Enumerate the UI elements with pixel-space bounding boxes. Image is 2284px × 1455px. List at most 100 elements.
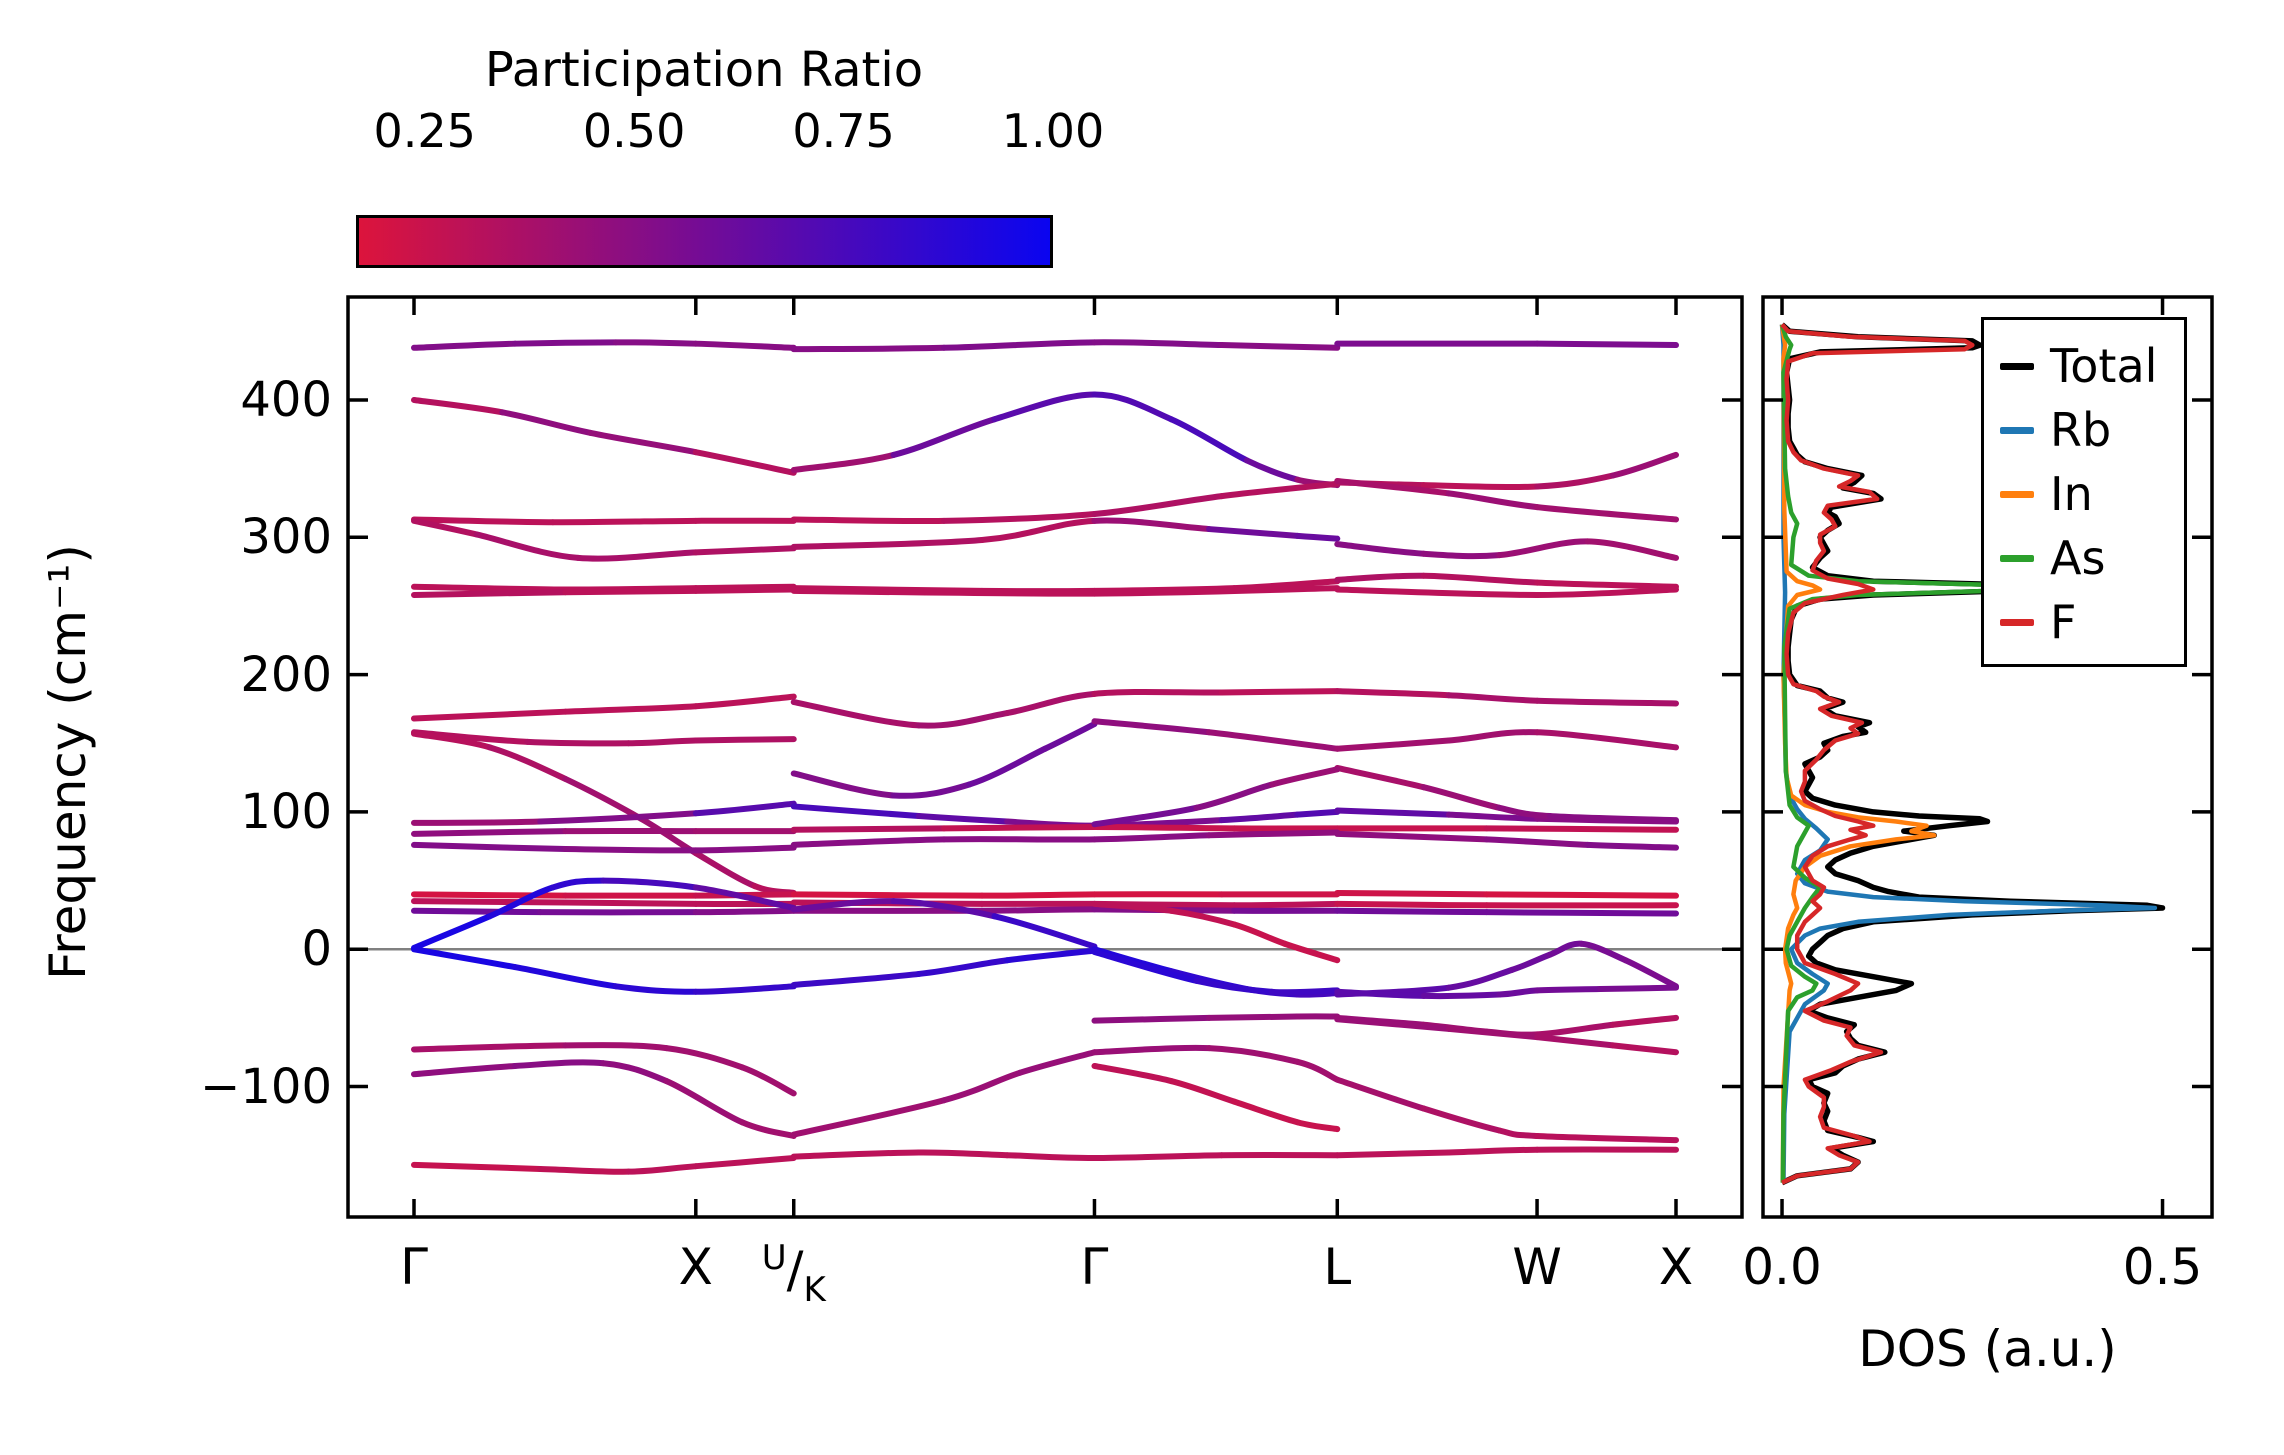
phonon-band-segment (411, 1042, 569, 1053)
phonon-band-segment (1269, 766, 1341, 788)
phonon-band-segment (1534, 504, 1679, 523)
phonon-band-segment (1483, 891, 1679, 899)
phonon-band-segment (625, 737, 699, 747)
phonon-band-segment (1091, 517, 1213, 533)
phonon-band-segment (1294, 532, 1341, 542)
phonon-band-segment (1445, 811, 1541, 822)
phonon-band-segment (890, 416, 998, 458)
phonon-band-segment (915, 813, 1011, 825)
phonon-band-segment (411, 396, 506, 416)
phonon-band-segment (411, 517, 481, 538)
phonon-band-segment (562, 846, 699, 854)
phonon-band-segment (692, 449, 797, 476)
phonon-band-segment (411, 1062, 518, 1078)
legend-label: Rb (2050, 403, 2112, 457)
phonon-band-segment (411, 730, 493, 751)
phonon-band-segment (941, 1069, 1023, 1104)
phonon-band-segment (1496, 804, 1553, 820)
phonon-band-segment (663, 1045, 746, 1071)
phonon-band-segment (549, 517, 699, 526)
phonon-band-segment (1294, 1119, 1341, 1133)
phonon-band-segment (600, 1060, 670, 1085)
phonon-band-segment (790, 451, 897, 474)
phonon-band-segment (692, 693, 797, 710)
phonon-band-segment (1584, 538, 1679, 561)
phonon-band-segment (692, 850, 758, 890)
phonon-band-segment (1168, 416, 1250, 464)
legend-line-swatch (2000, 426, 2034, 434)
dos-curve-f (1780, 322, 1975, 1185)
legend-label: Total (2050, 339, 2158, 393)
phonon-band-segment (1534, 586, 1679, 598)
phonon-band-segment (692, 884, 797, 912)
phonon-band-segment (1218, 342, 1341, 351)
phonon-band-segment (411, 946, 518, 971)
phonon-band-segment (411, 516, 556, 526)
phonon-band-segment (1334, 572, 1427, 583)
phonon-band-segment (411, 891, 569, 899)
phonon-band-segment (941, 824, 1098, 832)
phonon-band-segment (1294, 1058, 1341, 1083)
phonon-band-segment (1091, 1062, 1175, 1085)
phonon-band-segment (1483, 825, 1679, 833)
k-point-label: Γ (1080, 1238, 1109, 1296)
phonon-band-segment (1193, 781, 1276, 811)
phonon-band-segment (1004, 1152, 1098, 1161)
phonon-band-segment (1609, 1014, 1679, 1028)
dos-plot (1761, 295, 2214, 1219)
phonon-band-segment (790, 891, 985, 899)
k-point-label: X (678, 1238, 713, 1296)
phonon-band-segment (1534, 472, 1616, 490)
phonon-band-segment (1091, 1044, 1213, 1056)
phonon-band-segment (537, 1165, 632, 1175)
phonon-band-segment (1609, 1042, 1679, 1056)
dos-curve-in (1779, 324, 1937, 1183)
phonon-band-segment (1334, 478, 1452, 497)
phonon-band-segment (1231, 1098, 1301, 1126)
colorbar-tick-label: 0.50 (582, 104, 686, 158)
dos-tick-label: 0.5 (2122, 1238, 2203, 1296)
phonon-band-segment (1206, 1013, 1301, 1021)
legend-line-swatch (2000, 618, 2034, 626)
phonon-band-segment (692, 800, 797, 817)
phonon-band-segment (1496, 987, 1541, 998)
phonon-band-segment (1534, 986, 1604, 994)
phonon-band-segment (692, 340, 797, 351)
phonon-band-segment (1334, 688, 1452, 699)
phonon-band-segment (625, 1163, 699, 1175)
phonon-band-segment (1445, 490, 1541, 511)
phonon-band-segment (1281, 940, 1341, 964)
phonon-band-segment (1334, 1149, 1452, 1159)
phonon-band-segment (562, 703, 699, 715)
colorbar (356, 215, 1053, 268)
phonon-band-segment (790, 699, 922, 729)
phonon-band-segment (499, 409, 594, 436)
phonon-band-segment (511, 1059, 607, 1069)
phonon-band-segment (1269, 987, 1341, 996)
dos-axis-label: DOS (a.u.) (1858, 1320, 2117, 1378)
y-tick-label: 0 (301, 921, 332, 978)
y-tick-label: 300 (240, 509, 332, 566)
phonon-band-segment (692, 545, 797, 556)
legend-label: As (2050, 531, 2106, 585)
phonon-band-segment (1091, 1152, 1225, 1161)
phonon-band-segment (692, 891, 797, 899)
phonon-band-segment (790, 1149, 922, 1160)
phonon-band-segment (486, 744, 569, 782)
k-point-label: X (1658, 1238, 1694, 1296)
phonon-band-segment (941, 510, 1098, 524)
phonon-band-segment (1534, 1021, 1616, 1038)
phonon-band-segment (1004, 690, 1098, 717)
phonon-band-segment (1091, 585, 1341, 597)
phonon-band-segment (941, 339, 1098, 351)
phonon-band-segment (1420, 572, 1541, 586)
y-tick-label: 400 (240, 371, 332, 428)
phonon-band-segment (1445, 1146, 1541, 1156)
phonon-band-segment (537, 810, 699, 825)
phonon-band-segment (587, 429, 699, 456)
phonon-band-segment (978, 891, 1098, 899)
phonon-band-segment (966, 745, 1048, 788)
phonon-band-segment (1534, 697, 1679, 707)
phonon-band-segment (1420, 550, 1503, 560)
